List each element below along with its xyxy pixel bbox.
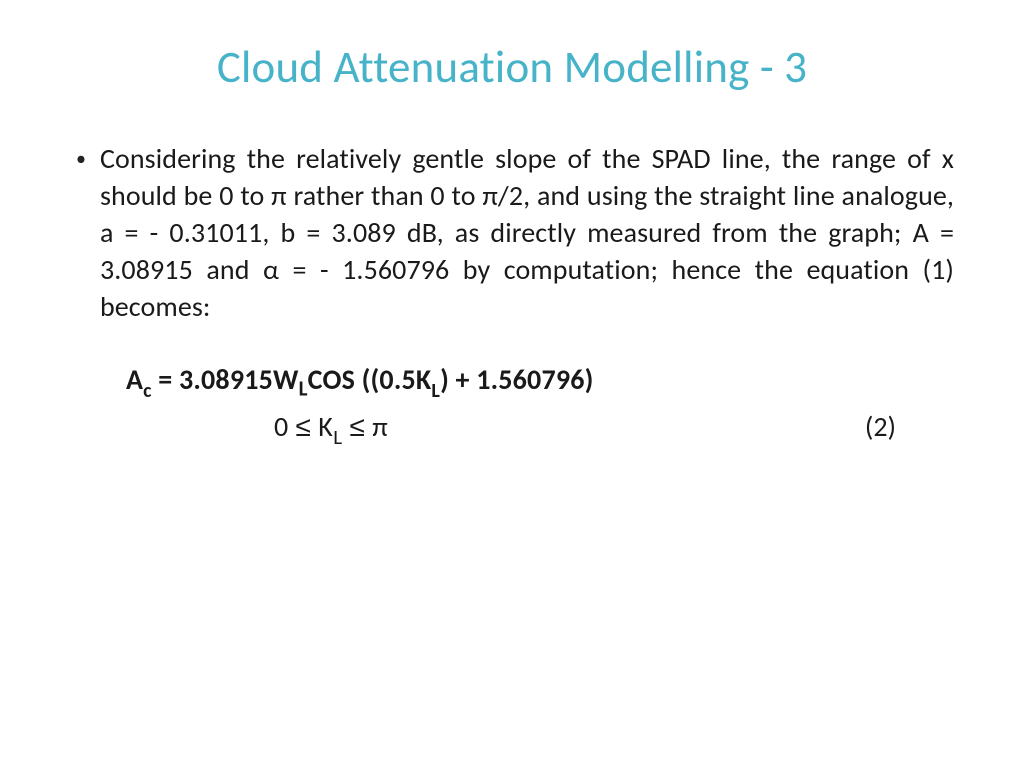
eq-equals: = [152,362,179,397]
equation-range: 0 ≤ KL ≤ π [274,409,388,449]
slide-title: Cloud Attenuation Modelling - 3 [70,40,954,95]
eq-tail: ) + 1.560796) [440,362,593,397]
bullet-paragraph: • Considering the relatively gentle slop… [70,141,954,326]
eq-sub-L3: L [333,424,342,450]
eq-sub-c: c [143,379,152,403]
eq-coef: 3.08915W [179,362,299,397]
range-rhs: π [365,409,388,444]
equation-block: Ac = 3.08915WLCOS ((0.5KL) + 1.560796) 0… [70,362,954,449]
range-mid: K [311,409,333,444]
eq-A: A [126,362,143,397]
bullet-marker: • [76,149,86,169]
equation-range-line: 0 ≤ KL ≤ π (2) [126,409,896,449]
eq-sub-L2: L [431,379,440,403]
equation-number: (2) [865,409,896,444]
leq-2: ≤ [349,411,365,442]
equation-main: Ac = 3.08915WLCOS ((0.5KL) + 1.560796) [126,362,954,402]
body-text: Considering the relatively gentle slope … [100,141,954,326]
eq-sub-L1: L [299,375,308,401]
range-lhs: 0 [274,409,296,444]
eq-cos: COS ((0.5K [308,362,432,397]
leq-1: ≤ [296,411,312,442]
slide: Cloud Attenuation Modelling - 3 • Consid… [0,0,1024,768]
